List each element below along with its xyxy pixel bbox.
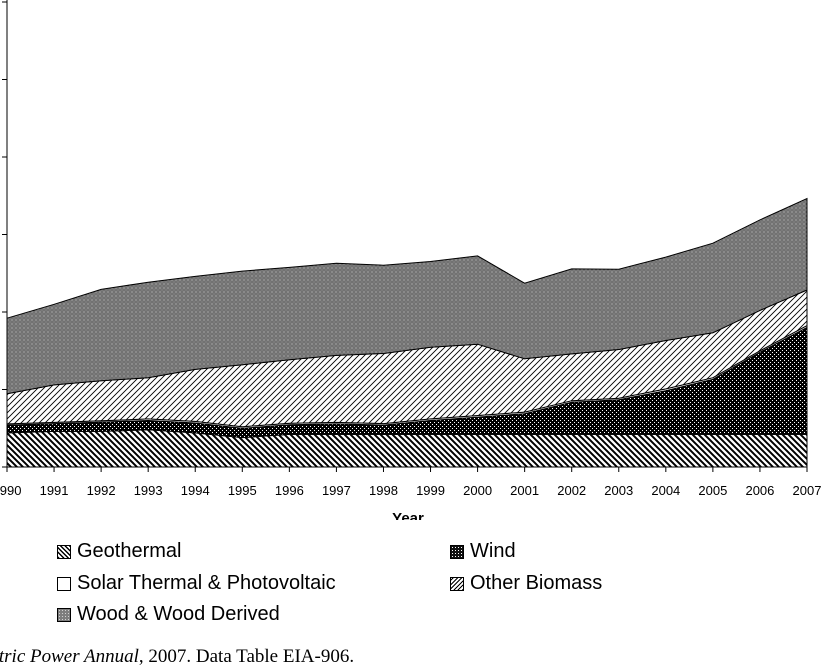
- stacked-area-chart: 1990 1991 1992 1993 1994 1995 1996 1997 1998 1999…: [0, 0, 821, 520]
- x-tick-label: 2000: [463, 483, 492, 498]
- solar-swatch-icon: [57, 576, 71, 591]
- x-tick-label: 1992: [87, 483, 116, 498]
- legend-item-solar: Solar Thermal & Photovoltaic: [57, 572, 336, 595]
- area-series-group: [6, 197, 808, 468]
- legend-label-solar: Solar Thermal & Photovoltaic: [77, 572, 336, 594]
- geothermal-swatch-icon: [57, 544, 71, 559]
- source-note: ectric Power Annual, 2007. Data Table EI…: [0, 646, 354, 668]
- x-tick-label: 1997: [322, 483, 351, 498]
- x-tick-label: 2003: [604, 483, 633, 498]
- x-tick-label: 1998: [369, 483, 398, 498]
- x-tick-label: 2005: [698, 483, 727, 498]
- x-tick-label: 2006: [745, 483, 774, 498]
- area-wood-wood-derived: [6, 197, 808, 395]
- x-tick-label: 2001: [510, 483, 539, 498]
- x-tick-label: 1995: [228, 483, 257, 498]
- wind-swatch-icon: [450, 544, 464, 559]
- x-tick-label: 1991: [40, 483, 69, 498]
- source-note-rest: , 2007. Data Table EIA-906.: [138, 646, 355, 667]
- y-axis-ticks: [2, 1, 7, 468]
- legend-item-geothermal: Geothermal: [57, 540, 182, 563]
- wood-swatch-icon: [57, 607, 71, 622]
- legend-label-geothermal: Geothermal: [77, 540, 182, 562]
- legend: Geothermal Wind Solar Thermal & Photovol…: [0, 535, 825, 635]
- x-tick-label: 1999: [416, 483, 445, 498]
- x-axis-title: Year: [392, 510, 424, 520]
- legend-item-other-biomass: Other Biomass: [450, 572, 602, 595]
- x-tick-label: 1993: [134, 483, 163, 498]
- legend-item-wood: Wood & Wood Derived: [57, 603, 280, 626]
- area-geothermal: [6, 429, 808, 468]
- x-tick-label: 1994: [181, 483, 210, 498]
- x-axis-ticks: 1990 1991 1992 1993 1994 1995 1996 1997 1998 1999…: [0, 467, 821, 498]
- legend-label-other-biomass: Other Biomass: [470, 572, 603, 594]
- legend-label-wood: Wood & Wood Derived: [77, 603, 280, 625]
- legend-label-wind: Wind: [470, 540, 516, 562]
- x-tick-label: 1990: [0, 483, 21, 498]
- x-tick-label: 2007: [793, 483, 822, 498]
- x-tick-label: 1996: [275, 483, 304, 498]
- source-note-title: ectric Power Annual: [0, 646, 139, 667]
- other-biomass-swatch-icon: [450, 576, 464, 591]
- x-tick-label: 2004: [651, 483, 680, 498]
- x-tick-label: 2002: [557, 483, 586, 498]
- legend-item-wind: Wind: [450, 540, 516, 563]
